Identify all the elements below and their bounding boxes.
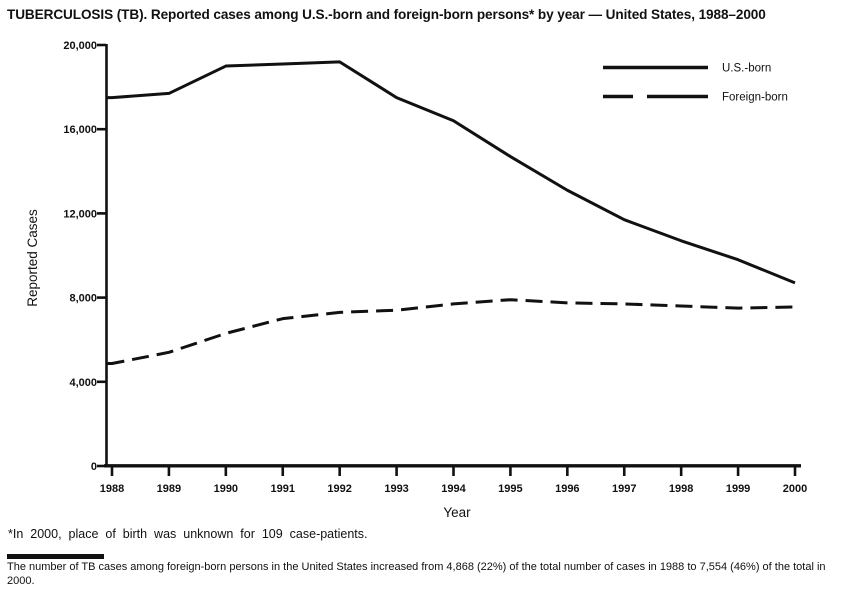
y-tick-label: 16,000 (63, 124, 97, 136)
data-series (107, 60, 796, 366)
axes (104, 44, 801, 468)
footnote-source: The number of TB cases among foreign-bor… (7, 561, 826, 587)
x-tick-label: 1993 (384, 483, 408, 495)
x-tick-label: 1995 (498, 483, 522, 495)
y-tick-label: 8,000 (69, 293, 97, 305)
y-ticks: 0 4,000 8,000 12,000 16,000 20,000 (63, 40, 106, 473)
series-line-foreign-born (107, 298, 796, 366)
y-tick-label: 20,000 (63, 40, 97, 52)
x-tick-label: 1996 (555, 483, 579, 495)
chart-title: TUBERCULOSIS (TB). Reported cases among … (7, 7, 766, 22)
x-tick-label: 1990 (214, 483, 238, 495)
x-tick-label: 1989 (157, 483, 181, 495)
series-line-u-s-born (107, 60, 796, 285)
x-tick-label: 1994 (441, 483, 466, 495)
y-axis-title: Reported Cases (25, 209, 40, 307)
legend: U.S.-born Foreign-born (603, 63, 788, 104)
x-tick-label: 1997 (612, 483, 636, 495)
y-tick-label: 12,000 (63, 208, 97, 220)
footnote-divider-rule (7, 554, 104, 559)
footnote-asterisk: *In 2000, place of birth was unknown for… (8, 527, 368, 541)
x-tick-label: 2000 (783, 483, 807, 495)
x-tick-label: 1999 (726, 483, 750, 495)
y-tick-label: 0 (91, 461, 97, 473)
x-ticks: 1988 1989 1990 1991 1992 1993 1994 1995 1996 1997… (100, 466, 807, 495)
legend-label-foreign-born: Foreign-born (722, 92, 788, 104)
x-tick-label: 1992 (327, 483, 351, 495)
y-tick-label: 4,000 (69, 377, 97, 389)
x-axis-title: Year (443, 505, 471, 520)
legend-label-us-born: U.S.-born (722, 63, 771, 75)
x-tick-label: 1991 (271, 483, 295, 495)
x-tick-label: 1998 (669, 483, 693, 495)
x-tick-label: 1988 (100, 483, 124, 495)
